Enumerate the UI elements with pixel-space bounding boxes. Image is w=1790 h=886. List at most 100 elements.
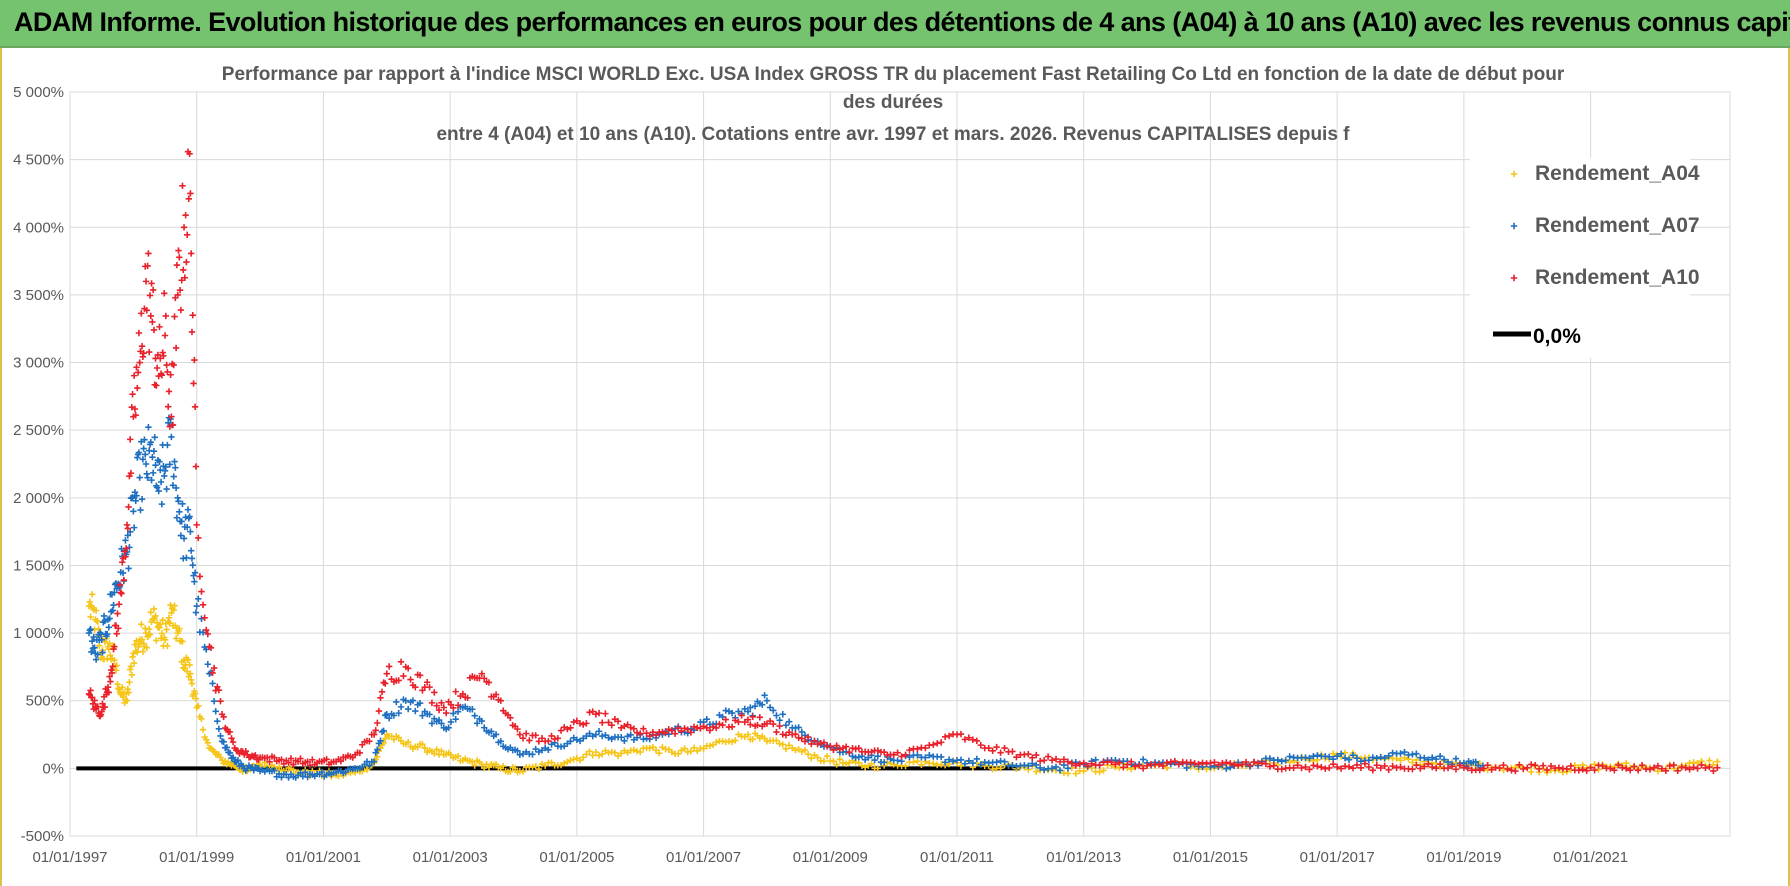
data-point: [1413, 762, 1420, 769]
data-point: [747, 704, 754, 711]
data-point: [1654, 762, 1662, 770]
data-point: [130, 524, 138, 531]
data-point: [404, 738, 412, 746]
series-rendement-a07: [85, 414, 1487, 781]
data-point: [435, 716, 443, 724]
data-point: [592, 731, 600, 738]
data-point: [735, 718, 742, 726]
data-point: [1658, 765, 1666, 772]
data-point: [618, 734, 625, 741]
data-point: [675, 750, 682, 758]
data-point: [719, 721, 726, 729]
data-point: [1341, 749, 1349, 757]
data-point: [1112, 761, 1119, 768]
data-point: [1322, 765, 1329, 772]
data-point: [176, 254, 183, 261]
data-point: [1432, 755, 1440, 763]
data-point: [147, 439, 154, 446]
data-point: [433, 746, 440, 753]
data-point: [1088, 760, 1095, 767]
chart-title-line: Performance par rapport à l'indice MSCI …: [222, 64, 1565, 85]
chart-title: Performance par rapport à l'indice MSCI …: [222, 64, 1565, 145]
data-point: [1036, 757, 1044, 765]
data-point: [545, 746, 552, 754]
data-point: [157, 478, 165, 486]
data-point: [652, 746, 660, 754]
data-point: [836, 746, 844, 753]
data-point: [820, 758, 828, 765]
data-point: [779, 731, 786, 738]
data-point: [898, 753, 905, 760]
data-point: [902, 762, 909, 770]
data-point: [1345, 763, 1353, 770]
data-point: [605, 734, 612, 741]
data-point: [1282, 757, 1289, 764]
data-point: [687, 729, 695, 736]
data-point: [469, 706, 476, 713]
data-point: [1480, 765, 1487, 772]
data-point: [1195, 760, 1202, 768]
data-point: [428, 720, 436, 727]
data-point: [397, 658, 405, 666]
data-point: [87, 613, 94, 621]
data-point: [602, 710, 609, 717]
data-point: [1389, 762, 1396, 770]
data-point: [614, 718, 622, 725]
data-point: [665, 726, 672, 733]
data-point: [918, 761, 925, 768]
data-point: [445, 724, 452, 731]
data-point: [306, 762, 314, 769]
data-point: [242, 747, 250, 755]
data-point: [706, 727, 714, 734]
data-point: [176, 625, 183, 632]
data-point: [189, 311, 196, 319]
data-point: [1365, 763, 1373, 771]
data-point: [1638, 761, 1646, 769]
data-point: [140, 445, 147, 452]
data-point: [1440, 756, 1448, 763]
data-point: [402, 697, 410, 704]
data-point: [210, 664, 218, 672]
data-point: [150, 605, 158, 613]
data-point: [1314, 763, 1321, 770]
data-point: [153, 637, 160, 644]
data-point: [115, 601, 123, 608]
data-point: [1575, 767, 1582, 774]
data-point: [1306, 754, 1313, 762]
data-point: [147, 609, 154, 616]
data-point: [1135, 762, 1143, 769]
data-point: [874, 765, 882, 772]
data-point: [522, 730, 530, 737]
data-point: [199, 726, 207, 733]
y-tick-label: 4 500%: [13, 152, 64, 169]
data-point: [548, 759, 555, 766]
data-point: [1080, 767, 1087, 775]
data-point: [125, 565, 132, 572]
data-point: [412, 707, 419, 715]
data-point: [192, 609, 200, 616]
data-point: [167, 371, 174, 378]
data-point: [1599, 762, 1606, 770]
data-point: [1266, 763, 1274, 770]
data-point: [1056, 767, 1064, 774]
data-point: [1330, 760, 1337, 768]
data-point: [390, 712, 398, 719]
data-point: [95, 625, 102, 633]
data-point: [1096, 768, 1103, 776]
data-point: [1143, 762, 1151, 769]
data-point: [193, 602, 200, 610]
data-point: [133, 492, 140, 499]
data-point: [977, 761, 984, 768]
data-point: [378, 688, 386, 696]
data-point: [1326, 764, 1333, 772]
data-point: [833, 742, 840, 749]
data-point: [709, 723, 717, 731]
data-point: [149, 318, 156, 326]
data-point: [302, 769, 309, 776]
data-point: [1591, 766, 1598, 774]
legend-label: 0,0%: [1533, 325, 1581, 348]
data-point: [111, 643, 118, 650]
data-point: [827, 742, 834, 750]
data-point: [586, 748, 593, 755]
data-point: [507, 714, 514, 722]
